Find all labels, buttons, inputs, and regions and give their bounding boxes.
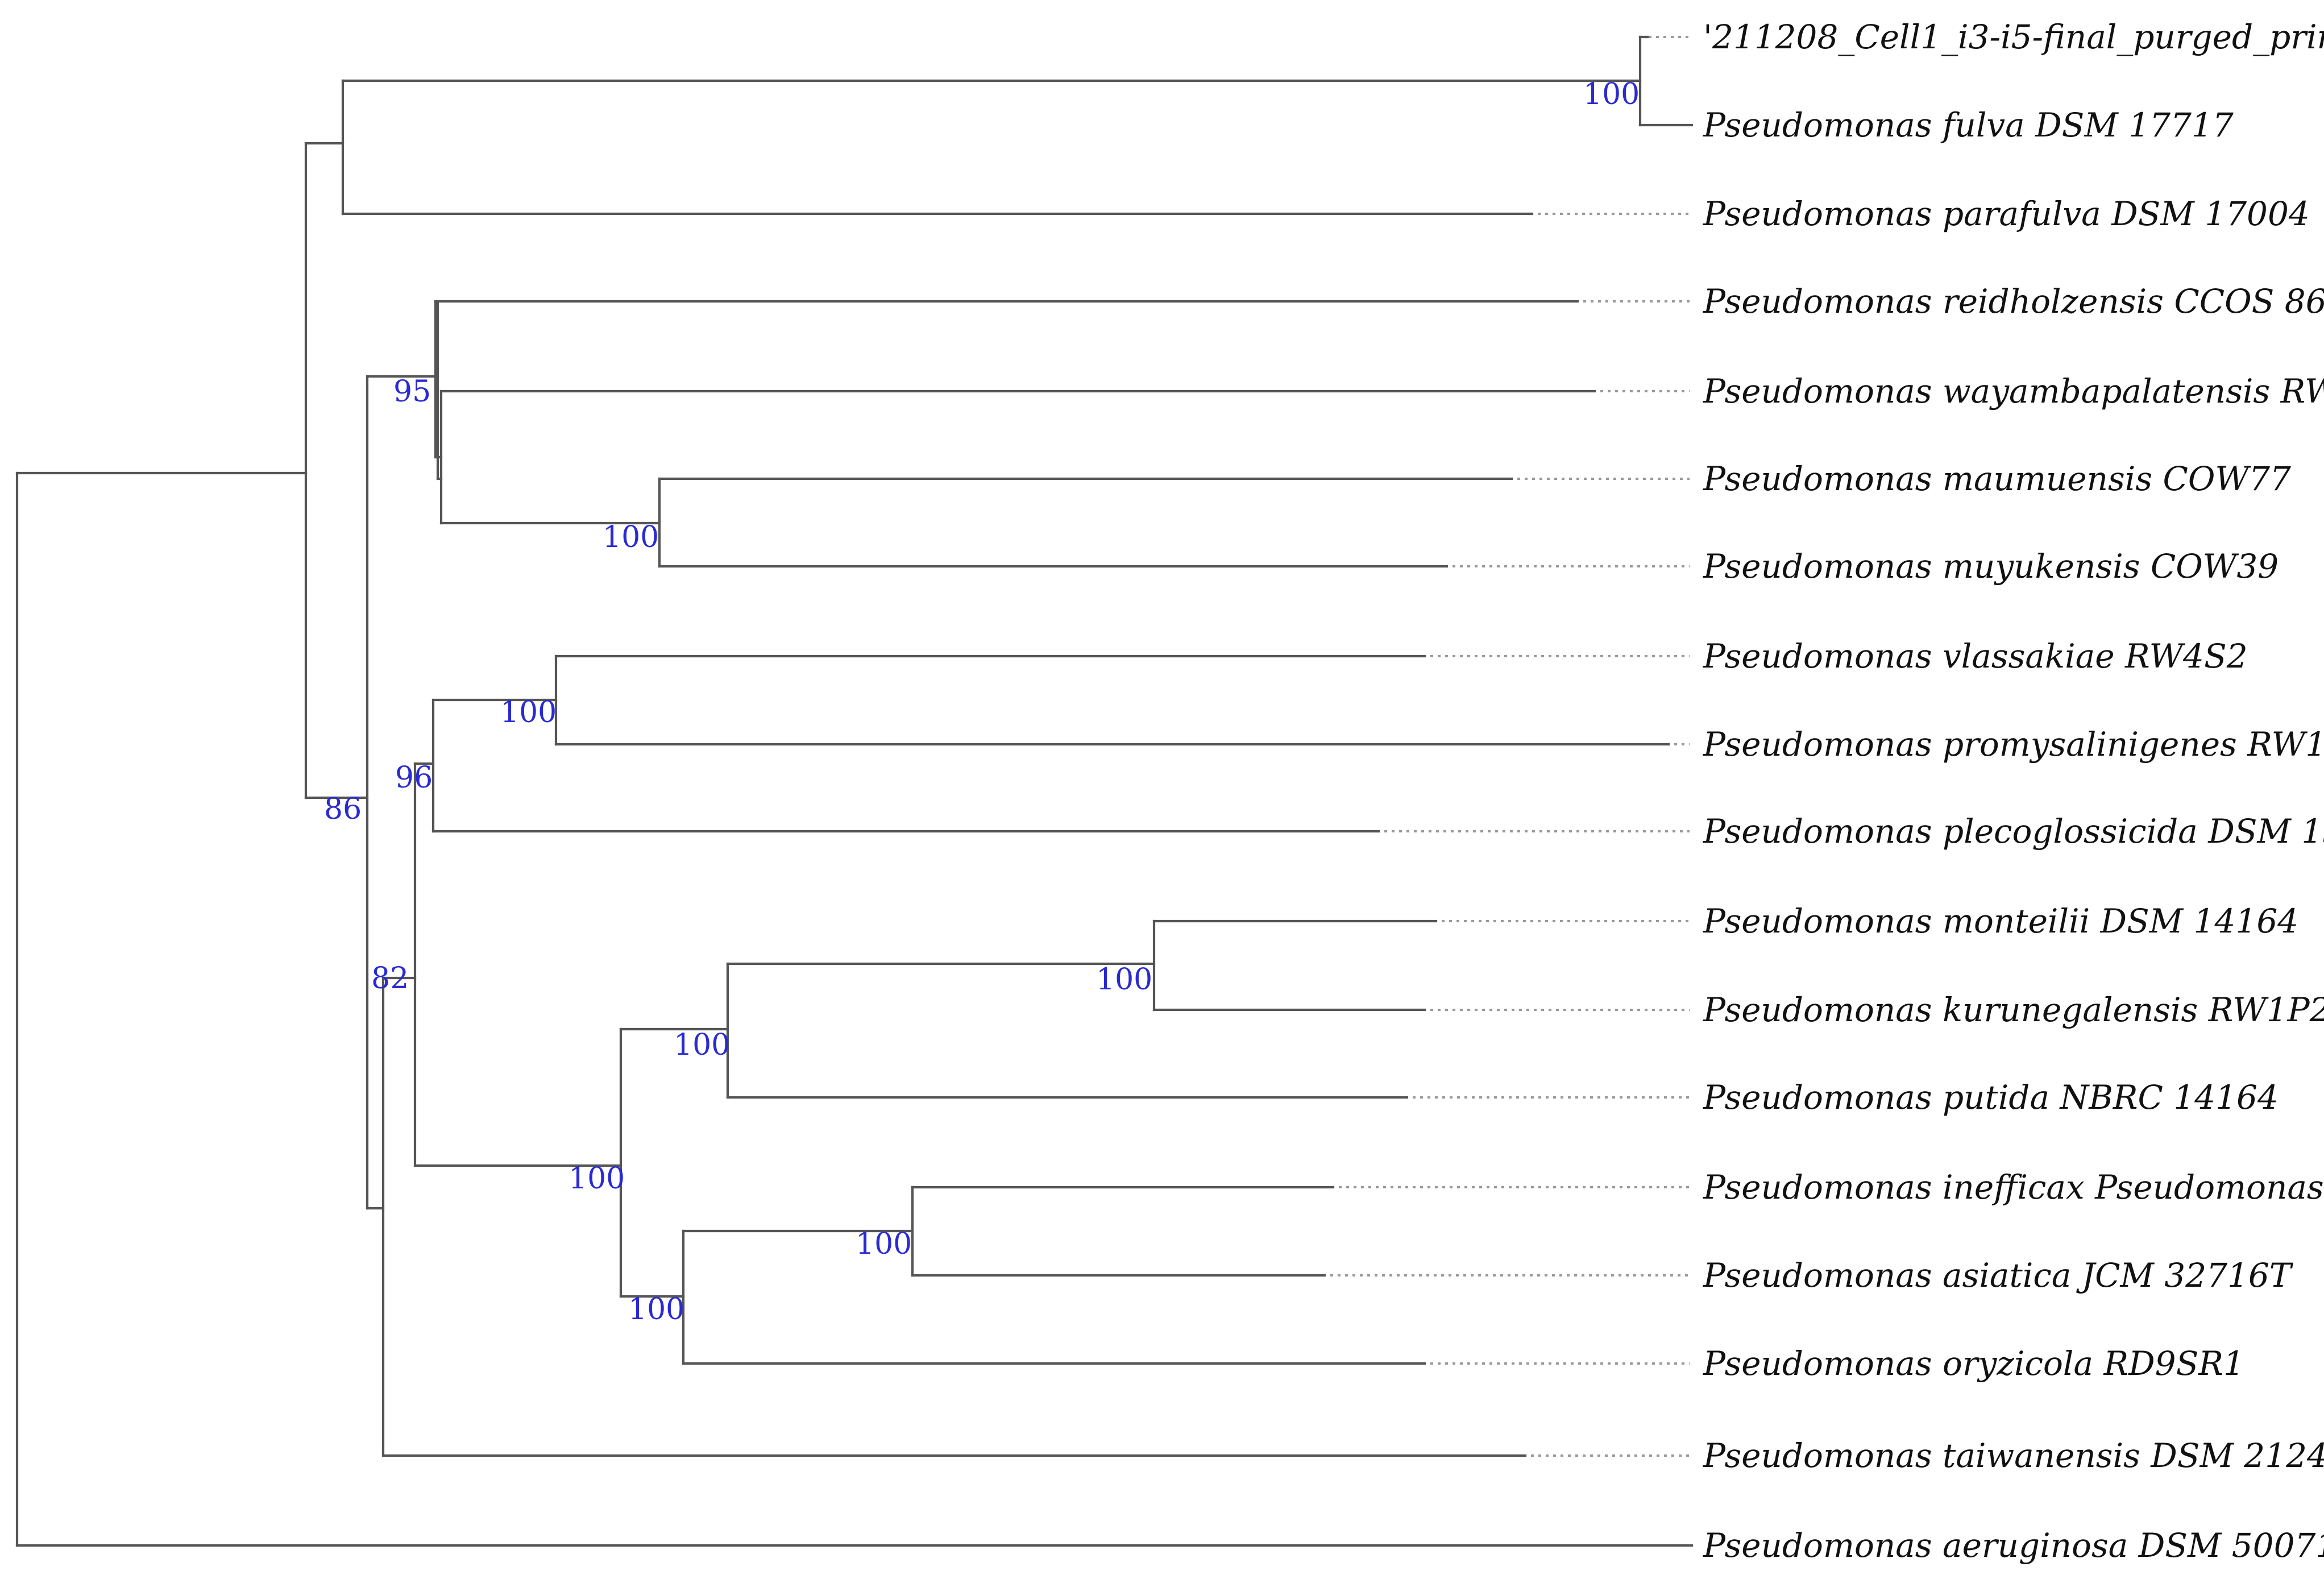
bootstrap-cell1-fulva: 100 [1583, 77, 1640, 111]
bootstrap-values: 100 86 95 100 100 96 82 100 100 100 100 … [324, 77, 1640, 1327]
bootstrap-putida-group: 100 [568, 1162, 625, 1196]
leaf-labels: '211208_Cell1_i3-i5-final_purged_primary… [1703, 18, 2324, 1565]
bootstrap-asiatica-clade: 100 [628, 1292, 684, 1327]
leaf-label-plecoglossicida: Pseudomonas plecoglossicida DSM 15088 [1703, 812, 2324, 851]
bootstrap-vlass-promy: 100 [500, 695, 557, 730]
tree-branches [15, 35, 1694, 1547]
leaf-label-wayambapalatensis: Pseudomonas wayambapalatensis RW3S1 [1703, 372, 2324, 411]
leaf-label-reidholzensis: Pseudomonas reidholzensis CCOS 865 [1703, 282, 2324, 321]
leaf-label-vlassakiae: Pseudomonas vlassakiae RW4S2 [1703, 637, 2248, 675]
leaf-label-inefficax: Pseudomonas inefficax Pseudomonas sp. JV… [1703, 1168, 2324, 1207]
leaf-label-putida: Pseudomonas putida NBRC 14164 [1703, 1078, 2279, 1117]
bootstrap-vlass-group: 96 [395, 761, 433, 795]
leaf-label-parafulva: Pseudomonas parafulva DSM 17004 [1703, 194, 2310, 233]
leaf-guides [1330, 36, 1690, 1457]
leaf-label-cell1: '211208_Cell1_i3-i5-final_purged_primary… [1703, 18, 2324, 56]
bootstrap-ingroup: 86 [324, 792, 362, 826]
bootstrap-putida-clade: 100 [674, 1028, 730, 1062]
bootstrap-ineff-asia: 100 [856, 1227, 912, 1261]
leaf-label-aeruginosa: Pseudomonas aeruginosa DSM 50071 [1703, 1526, 2324, 1565]
leaf-label-kurunegalensis: Pseudomonas kurunegalensis RW1P2 [1703, 990, 2324, 1029]
leaf-label-maumuensis: Pseudomonas maumuensis COW77 [1703, 459, 2291, 498]
leaf-label-monteilii: Pseudomonas monteilii DSM 14164 [1703, 902, 2298, 940]
leaf-label-promysalinigenes: Pseudomonas promysalinigenes RW10S1 [1703, 725, 2324, 764]
leaf-label-taiwanensis: Pseudomonas taiwanensis DSM 21245 [1703, 1436, 2324, 1475]
leaf-label-muyukensis: Pseudomonas muyukensis COW39 [1703, 547, 2279, 586]
bootstrap-node-82: 82 [371, 962, 409, 996]
leaf-label-fulva: Pseudomonas fulva DSM 17717 [1703, 106, 2234, 144]
bootstrap-mau-muy: 100 [603, 520, 659, 554]
bootstrap-reid-way: 95 [393, 375, 431, 409]
bootstrap-mont-kur: 100 [1096, 963, 1152, 997]
leaf-label-asiatica: Pseudomonas asiatica JCM 32716T [1703, 1256, 2294, 1295]
leaf-label-oryzicola: Pseudomonas oryzicola RD9SR1 [1703, 1344, 2244, 1383]
